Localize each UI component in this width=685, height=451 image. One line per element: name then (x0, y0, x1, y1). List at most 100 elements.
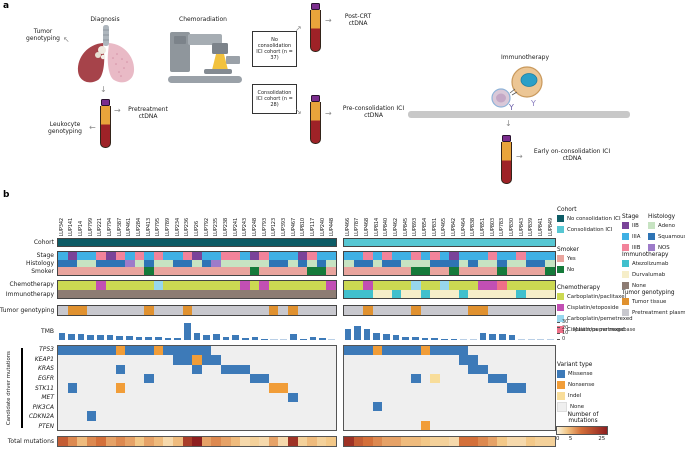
total-mutations-cell (487, 437, 498, 446)
mutation-cell (211, 402, 221, 411)
mutation-cell (354, 411, 364, 420)
smoker-cell (363, 267, 373, 275)
smoker-cell (211, 267, 221, 275)
mutation-cell (382, 421, 392, 430)
legend-item: NOS (648, 242, 685, 253)
chemotherapy-cell (163, 281, 174, 290)
mutation-cell (116, 421, 126, 430)
pretreatment-ctdna-tube-icon (99, 99, 112, 148)
stage-cell (506, 252, 517, 260)
immunotherapy-cell (86, 289, 97, 298)
immunotherapy-cell (410, 289, 421, 298)
patient-id-cell: LUP783 (498, 196, 508, 236)
gene-row (58, 364, 336, 374)
total-mutations-cell (458, 437, 469, 446)
mutation-cell (211, 383, 221, 392)
mutation-cell (317, 374, 327, 383)
chemotherapy-cell (525, 281, 536, 290)
mutation-cell (135, 355, 145, 364)
histology-cell (363, 259, 373, 268)
mutation-cell (535, 346, 545, 355)
total-mutations-cell (525, 437, 536, 446)
genotyping-cell (449, 306, 459, 315)
mutation-cell (192, 402, 202, 411)
mutation-cell (154, 411, 164, 420)
mutation-cell (106, 365, 116, 374)
immunotherapy-cell (163, 289, 174, 298)
smoker-cell (401, 267, 411, 275)
stage-cell (96, 252, 106, 260)
mutation-cell (68, 421, 78, 430)
mutation-cell (421, 411, 431, 420)
chemotherapy-swatch-icon (557, 304, 564, 311)
legend-stage-title: Stage (622, 214, 639, 220)
gene-row (344, 383, 555, 393)
mutation-cell (459, 402, 469, 411)
legend-item: Nonsense (557, 379, 594, 390)
histology-cell (67, 259, 78, 268)
legend-item-label: None (632, 282, 647, 289)
mutation-cell (354, 365, 364, 374)
cohort-swatch-icon (557, 226, 564, 233)
mutation-cell (135, 402, 145, 411)
immunotherapy-cell (125, 289, 135, 298)
mutation-cell (344, 421, 354, 430)
patient-id-label: LUP794 (107, 217, 114, 236)
stage-cell (192, 252, 202, 260)
mutation-cell (307, 411, 317, 420)
clinical-band (57, 251, 337, 276)
row-label-histology: Histology (25, 260, 54, 268)
stage-cell (497, 252, 507, 260)
mutation-cell (269, 374, 279, 383)
smoker-cell (240, 267, 250, 275)
mutation-cell (68, 374, 78, 383)
chemotherapy-cell (96, 281, 106, 290)
mutation-cell (373, 421, 383, 430)
histology-row (58, 259, 336, 268)
mutation-scale-tick-label: 5 (568, 436, 573, 442)
total-mutations-row (343, 436, 556, 447)
legend-item-label: Adeno (658, 222, 676, 229)
total-mutations-cell (420, 437, 431, 446)
stage-cell (58, 252, 68, 260)
mutation-cell (221, 402, 231, 411)
mutation-cell (288, 402, 298, 411)
mutation-cell (278, 374, 288, 383)
chemotherapy-cell (420, 281, 431, 290)
genotyping-cell (391, 306, 402, 315)
legend-item: No consolidation ICI (557, 213, 621, 224)
histology-cell (201, 259, 212, 268)
chemotherapy-cell (249, 281, 260, 290)
total-mutations-cell (477, 437, 488, 446)
patient-id-label: LUP241 (232, 217, 239, 236)
histology-cell (410, 259, 421, 268)
mutation-cell (106, 355, 116, 364)
patient-id-label: LUP284 (136, 217, 143, 236)
mutation-cell (173, 346, 183, 356)
immunotherapy-cell (449, 289, 459, 298)
legend-smoker: Smoker Yes No (557, 247, 579, 275)
immunotherapy-swatch-icon (622, 260, 629, 267)
mutation-cell (497, 355, 507, 364)
mutation-cell (96, 346, 106, 356)
chemotherapy-cell (401, 281, 411, 290)
mutation-cell (392, 402, 402, 411)
mutation-cell (183, 402, 193, 411)
genotyping-cell (326, 306, 336, 315)
total-mutations-cell (77, 437, 87, 446)
mutation-cell (125, 402, 135, 411)
mutation-cell (526, 365, 536, 374)
legend-item-label: Carboplatin/pemetrexed (567, 315, 633, 322)
mutation-cell (526, 346, 536, 355)
tmb-bar (184, 323, 191, 340)
patient-id-cell: LUP792 (202, 196, 212, 236)
mutation-cell (535, 421, 545, 430)
mutation-cell (269, 365, 279, 374)
genotyping-cell (535, 306, 545, 315)
mutation-cell (401, 393, 411, 402)
legend-cohort-title: Cohort (557, 207, 577, 213)
mutation-cell (468, 355, 478, 365)
total-mutations-cell (353, 437, 364, 446)
genotyping-cell (144, 306, 154, 315)
tmb-bar (135, 336, 143, 340)
